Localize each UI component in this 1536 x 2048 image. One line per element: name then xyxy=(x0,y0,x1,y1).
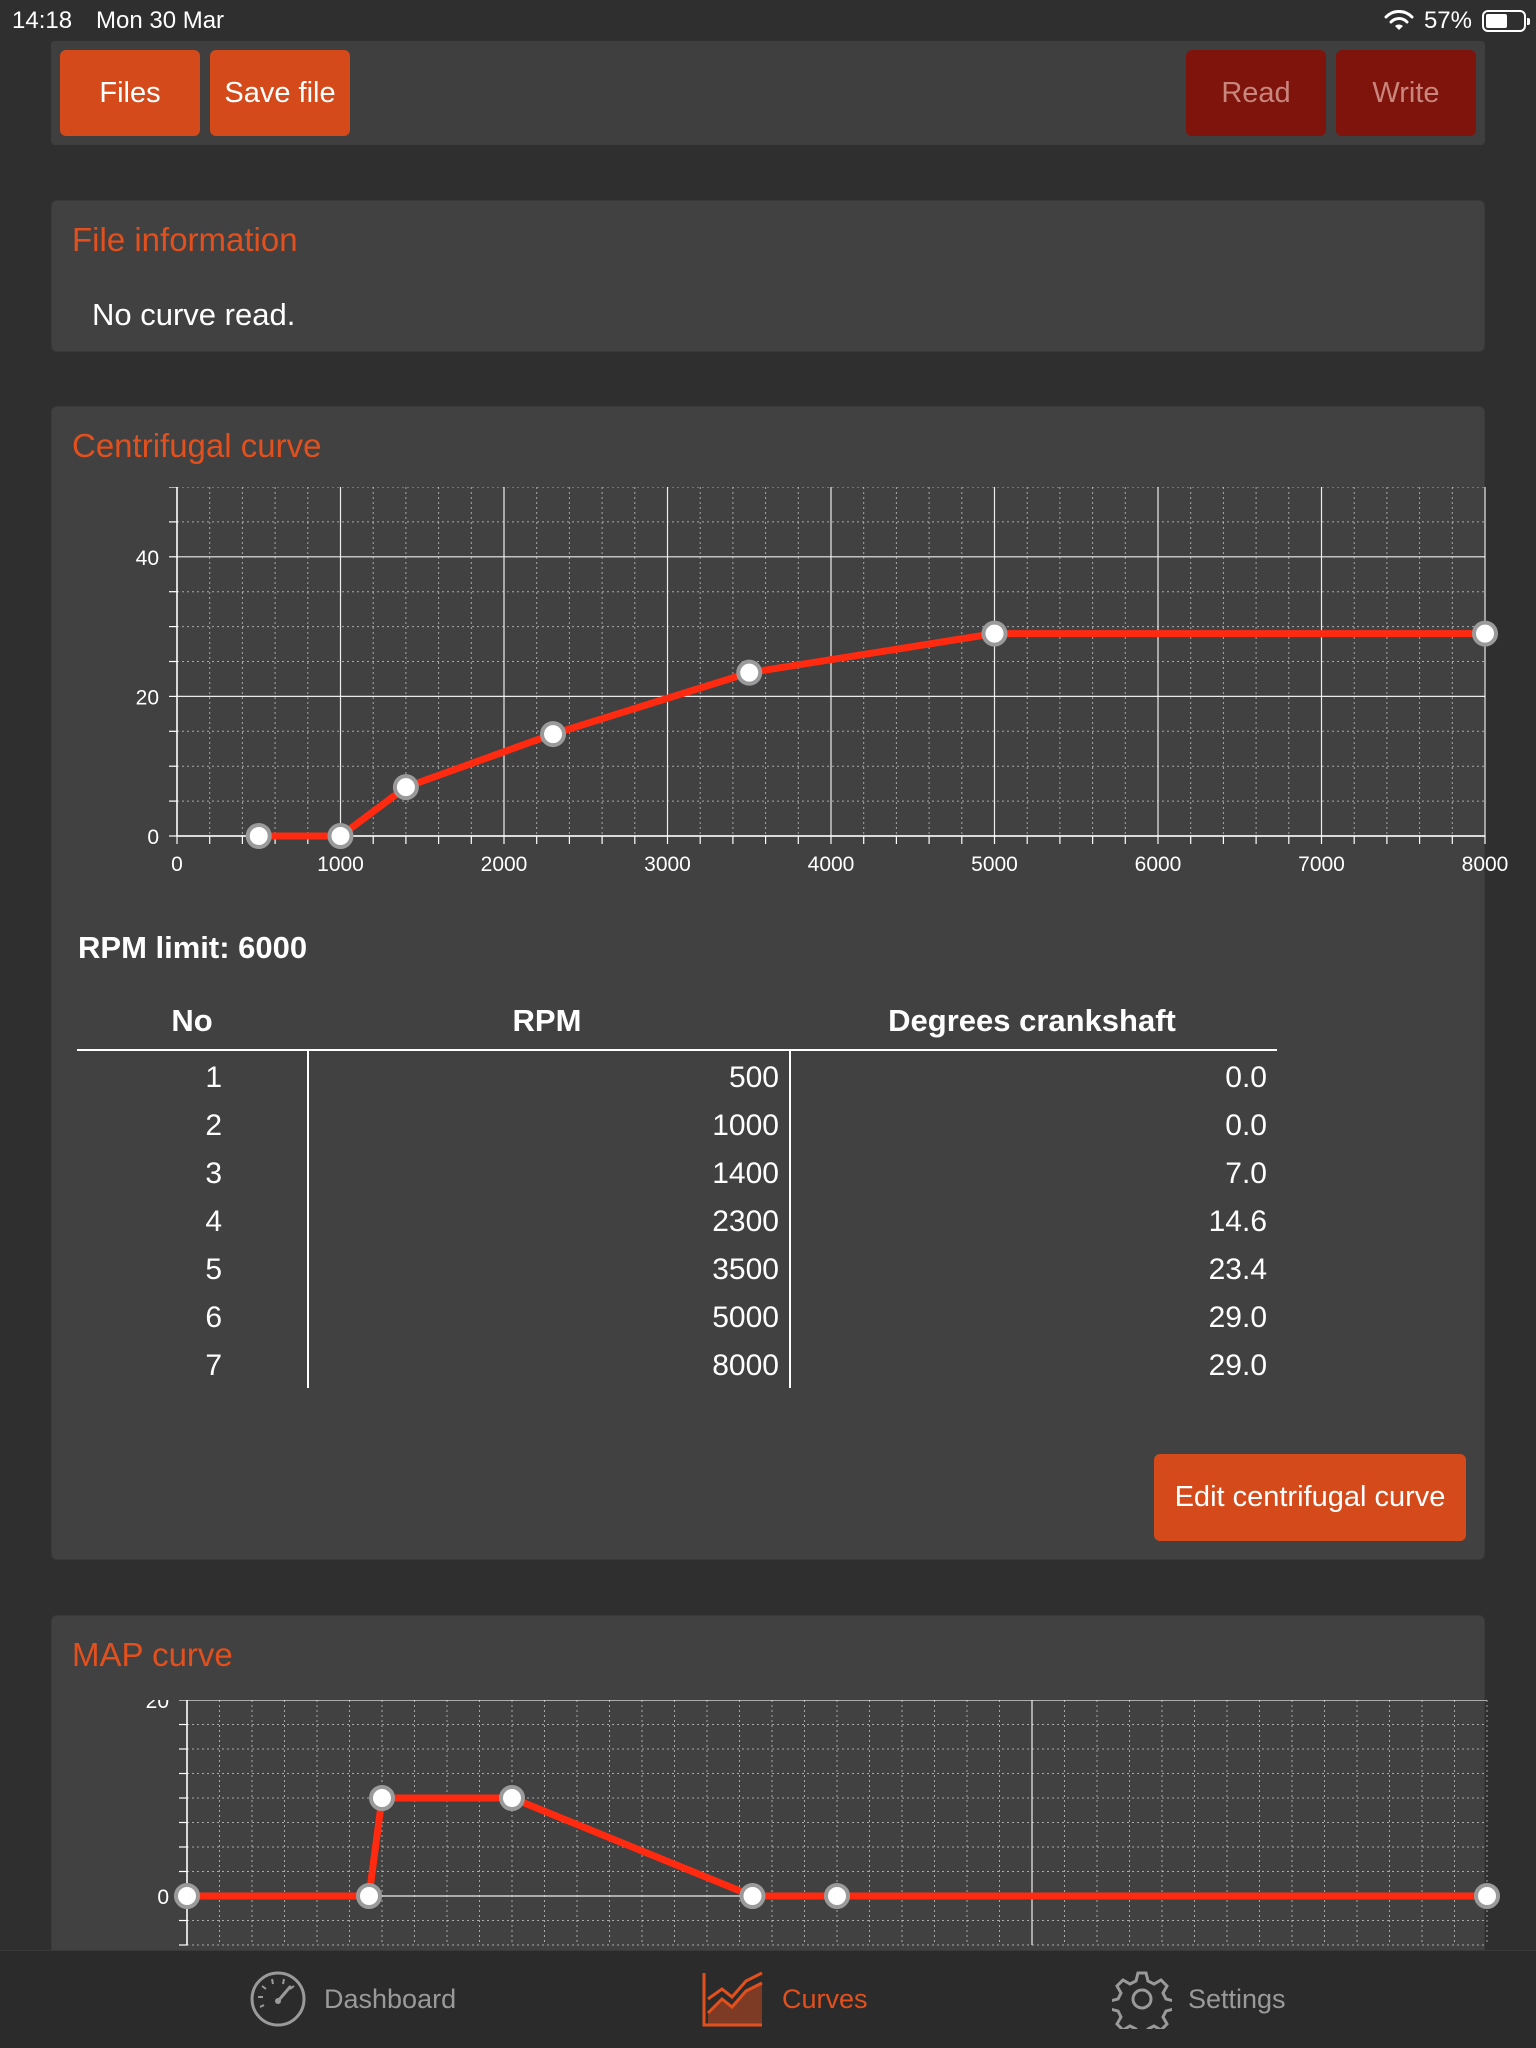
table-row: 2 1000 0.0 xyxy=(77,1109,1277,1157)
table-row: 7 8000 29.0 xyxy=(77,1349,1277,1397)
curve-point[interactable] xyxy=(1472,620,1498,647)
table-cell: 7.0 xyxy=(1225,1157,1267,1190)
curve-point[interactable] xyxy=(824,1883,850,1909)
table-header-divider xyxy=(77,1049,1277,1051)
file-information-title: File information xyxy=(72,221,298,258)
file-information-text: No curve read. xyxy=(92,297,296,332)
tab-settings[interactable]: Settings xyxy=(1112,1969,1286,2029)
tab-dashboard[interactable]: Dashboard xyxy=(248,1969,456,2029)
table-cell: 29.0 xyxy=(1208,1301,1267,1334)
y-tick-label: 0 xyxy=(157,1886,169,1909)
table-cell: 0.0 xyxy=(1225,1061,1267,1094)
table-cell: 1400 xyxy=(712,1157,779,1190)
tab-settings-label: Settings xyxy=(1188,1983,1286,2014)
curve-point[interactable] xyxy=(327,823,354,849)
y-tick-label: 0 xyxy=(147,826,159,849)
curve-point[interactable] xyxy=(499,1785,525,1811)
table-cell: 3500 xyxy=(712,1253,779,1286)
table-cell: 500 xyxy=(728,1061,779,1094)
tab-bar: Dashboard Curves Settings xyxy=(0,1950,1536,2048)
table-cell: 14.6 xyxy=(1208,1205,1267,1238)
map-curve-panel: MAP curve 0 20 xyxy=(51,1615,1500,2015)
wifi-icon xyxy=(1384,10,1414,30)
tab-curves[interactable]: Curves xyxy=(700,1969,868,2029)
table-cell: 1000 xyxy=(712,1109,779,1142)
table-cell: 6 xyxy=(205,1301,222,1334)
battery-percent: 57% xyxy=(1423,7,1472,34)
edit-centrifugal-curve-button[interactable]: Edit centrifugal curve xyxy=(1154,1454,1466,1541)
x-tick-label: 8000 xyxy=(1462,853,1509,876)
curve-point[interactable] xyxy=(1474,1883,1500,1909)
status-date: Mon 30 Mar xyxy=(96,7,225,34)
map-curve-title: MAP curve xyxy=(72,1636,233,1673)
curve-point[interactable] xyxy=(174,1883,200,1909)
x-tick-label: 0 xyxy=(171,853,183,876)
table-header: Degrees crankshaft xyxy=(888,1003,1176,1038)
x-tick-label: 5000 xyxy=(971,853,1018,876)
x-tick-label: 1000 xyxy=(317,853,364,876)
centrifugal-curve-chart[interactable]: 0 1000 2000 3000 4000 5000 6000 7000 8000 0 20 40 xyxy=(92,487,1512,887)
write-button[interactable]: Write xyxy=(1336,50,1476,136)
y-tick-label: 40 xyxy=(136,547,159,570)
table-cell: 0.0 xyxy=(1225,1109,1267,1142)
x-tick-label: 2000 xyxy=(481,853,528,876)
table-cell: 2 xyxy=(205,1109,222,1142)
status-bar: 14:18 Mon 30 Mar 57% xyxy=(0,0,1536,40)
speedometer-icon xyxy=(250,1971,306,2027)
table-cell: 7 xyxy=(205,1349,222,1382)
table-cell: 23.4 xyxy=(1208,1253,1267,1286)
y-tick-label: 20 xyxy=(136,686,159,709)
curve-point[interactable] xyxy=(739,1883,766,1909)
table-row: 3 1400 7.0 xyxy=(77,1157,1277,1205)
table-header: No xyxy=(171,1003,213,1038)
curve-point[interactable] xyxy=(245,823,272,849)
curve-point[interactable] xyxy=(369,1785,395,1811)
table-row: 1 500 0.0 xyxy=(77,1061,1277,1109)
table-cell: 5000 xyxy=(712,1301,779,1334)
table-column-divider xyxy=(789,1050,791,1388)
x-tick-label: 6000 xyxy=(1135,853,1182,876)
curve-point[interactable] xyxy=(392,774,419,801)
tab-dashboard-label: Dashboard xyxy=(324,1983,457,2014)
curve-line xyxy=(258,630,1485,840)
table-cell: 8000 xyxy=(712,1349,779,1382)
toolbar: Files Save file Read Write xyxy=(51,41,1485,145)
tab-curves-label: Curves xyxy=(782,1983,868,2014)
table-row: 6 5000 29.0 xyxy=(77,1301,1277,1349)
gear-icon xyxy=(1112,1971,1172,2029)
centrifugal-curve-panel: Centrifugal curve 0 1000 2000 3000 4000 5000 6… xyxy=(51,406,1508,1560)
table-cell: 29.0 xyxy=(1208,1349,1267,1382)
files-button[interactable]: Files xyxy=(60,50,200,136)
save-file-button[interactable]: Save file xyxy=(210,50,350,136)
table-column-divider xyxy=(307,1050,309,1388)
chart-grid xyxy=(176,487,1486,837)
table-header: RPM xyxy=(512,1003,582,1038)
read-button[interactable]: Read xyxy=(1186,50,1326,136)
file-information-panel: File information No curve read. xyxy=(51,200,1485,352)
table-cell: 4 xyxy=(205,1205,222,1238)
x-tick-label: 3000 xyxy=(644,853,691,876)
y-tick-label: 20 xyxy=(146,1700,169,1713)
map-curve-chart[interactable]: 0 20 xyxy=(92,1700,1512,1950)
status-right: 57% xyxy=(1384,7,1530,35)
curve-point[interactable] xyxy=(981,620,1008,647)
status-time: 14:18 xyxy=(12,7,73,34)
x-tick-label: 7000 xyxy=(1298,853,1345,876)
table-row: 4 2300 14.6 xyxy=(77,1205,1277,1253)
table-row: 5 3500 23.4 xyxy=(77,1253,1277,1301)
battery-icon xyxy=(1482,10,1530,32)
curve-point[interactable] xyxy=(540,721,567,748)
centrifugal-curve-title: Centrifugal curve xyxy=(72,427,322,464)
curves-chart-icon xyxy=(702,1971,763,2027)
table-cell: 5 xyxy=(205,1253,222,1286)
x-tick-label: 4000 xyxy=(808,853,855,876)
table-cell: 1 xyxy=(205,1061,222,1094)
curve-point[interactable] xyxy=(356,1883,382,1909)
curve-point[interactable] xyxy=(736,659,763,686)
table-cell: 2300 xyxy=(712,1205,779,1238)
rpm-limit-label: RPM limit: 6000 xyxy=(78,930,308,965)
table-cell: 3 xyxy=(205,1157,222,1190)
